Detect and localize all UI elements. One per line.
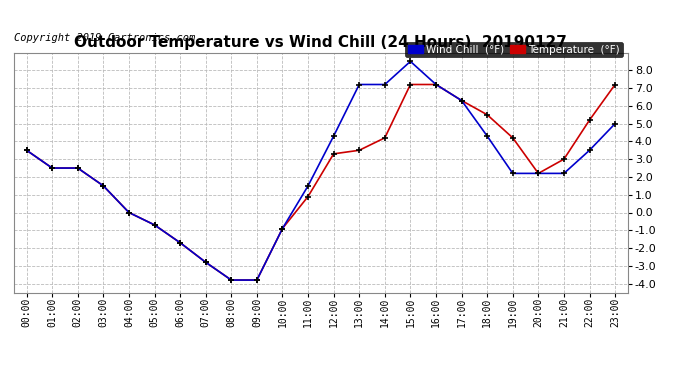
Legend: Wind Chill  (°F), Temperature  (°F): Wind Chill (°F), Temperature (°F) [405, 42, 622, 57]
Title: Outdoor Temperature vs Wind Chill (24 Hours)  20190127: Outdoor Temperature vs Wind Chill (24 Ho… [75, 35, 567, 50]
Text: Copyright 2019 Cartronics.com: Copyright 2019 Cartronics.com [14, 33, 195, 43]
